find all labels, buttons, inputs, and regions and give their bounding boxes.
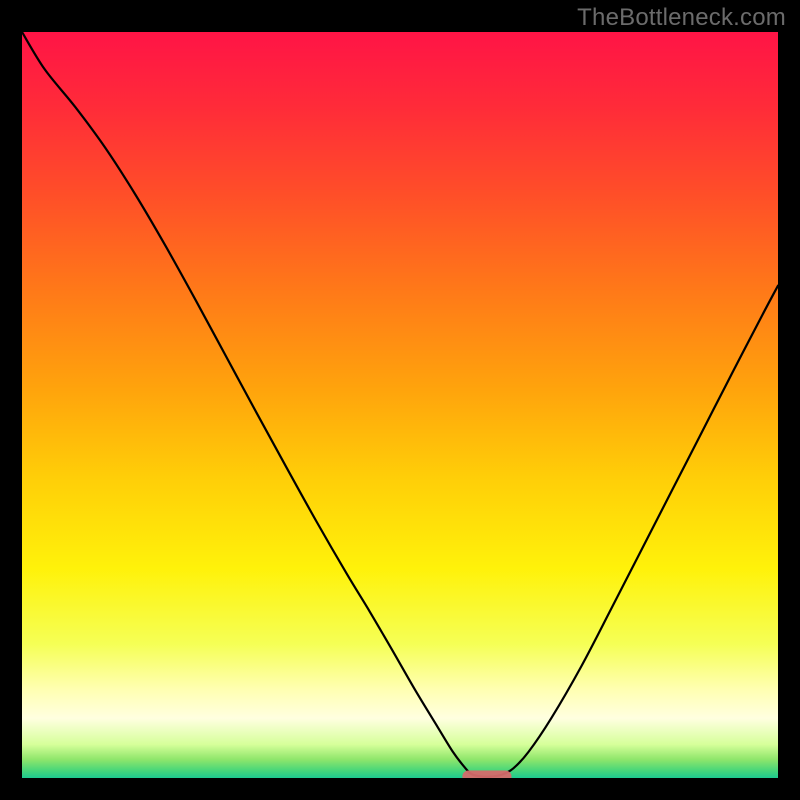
optimal-marker (462, 771, 511, 778)
plot-area (22, 32, 778, 778)
watermark-text: TheBottleneck.com (577, 4, 786, 32)
bottleneck-chart (22, 32, 778, 778)
